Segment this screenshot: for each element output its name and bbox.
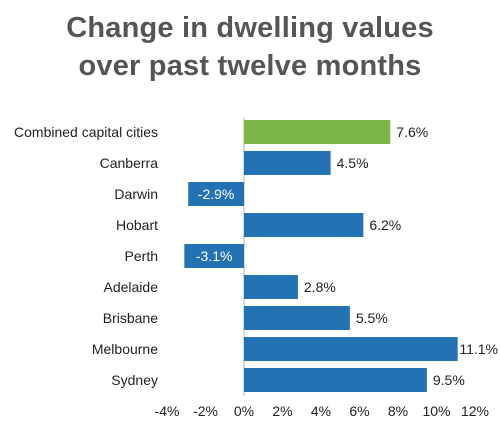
- bar: [244, 120, 391, 144]
- value-label: -2.9%: [198, 186, 235, 202]
- category-label: Darwin: [114, 186, 158, 202]
- x-tick-label: 8%: [388, 403, 408, 419]
- x-tick-label: 10%: [422, 403, 450, 419]
- value-label: 5.5%: [356, 310, 388, 326]
- value-label: 6.2%: [369, 217, 401, 233]
- x-tick-label: 12%: [461, 403, 489, 419]
- value-label: 7.6%: [396, 124, 428, 140]
- bar: [244, 337, 458, 361]
- chart-title-line-1: Change in dwelling values: [66, 12, 434, 44]
- chart-title-line-2: over past twelve months: [78, 50, 422, 82]
- bar: [244, 275, 298, 299]
- x-tick-label: 4%: [311, 403, 331, 419]
- value-label: 11.1%: [459, 341, 498, 357]
- x-tick-label: 6%: [349, 403, 369, 419]
- value-label: -3.1%: [196, 248, 233, 264]
- category-label: Melbourne: [92, 341, 158, 357]
- category-label: Perth: [125, 248, 158, 264]
- x-tick-label: 2%: [272, 403, 292, 419]
- bar: [184, 244, 244, 268]
- value-label: 4.5%: [337, 155, 369, 171]
- bar: [244, 368, 427, 392]
- category-label: Combined capital cities: [14, 124, 158, 140]
- bar: [244, 306, 350, 330]
- category-label: Sydney: [111, 372, 158, 388]
- value-label: 9.5%: [433, 372, 465, 388]
- category-label: Brisbane: [103, 310, 158, 326]
- category-label: Canberra: [100, 155, 159, 171]
- bar: [244, 213, 364, 237]
- x-tick-label: -2%: [193, 403, 218, 419]
- x-tick-label: 0%: [234, 403, 254, 419]
- category-label: Hobart: [116, 217, 158, 233]
- value-label: 2.8%: [304, 279, 336, 295]
- x-tick-label: -4%: [155, 403, 180, 419]
- bar: [188, 182, 244, 206]
- bar: [244, 151, 331, 175]
- category-label: Adelaide: [104, 279, 159, 295]
